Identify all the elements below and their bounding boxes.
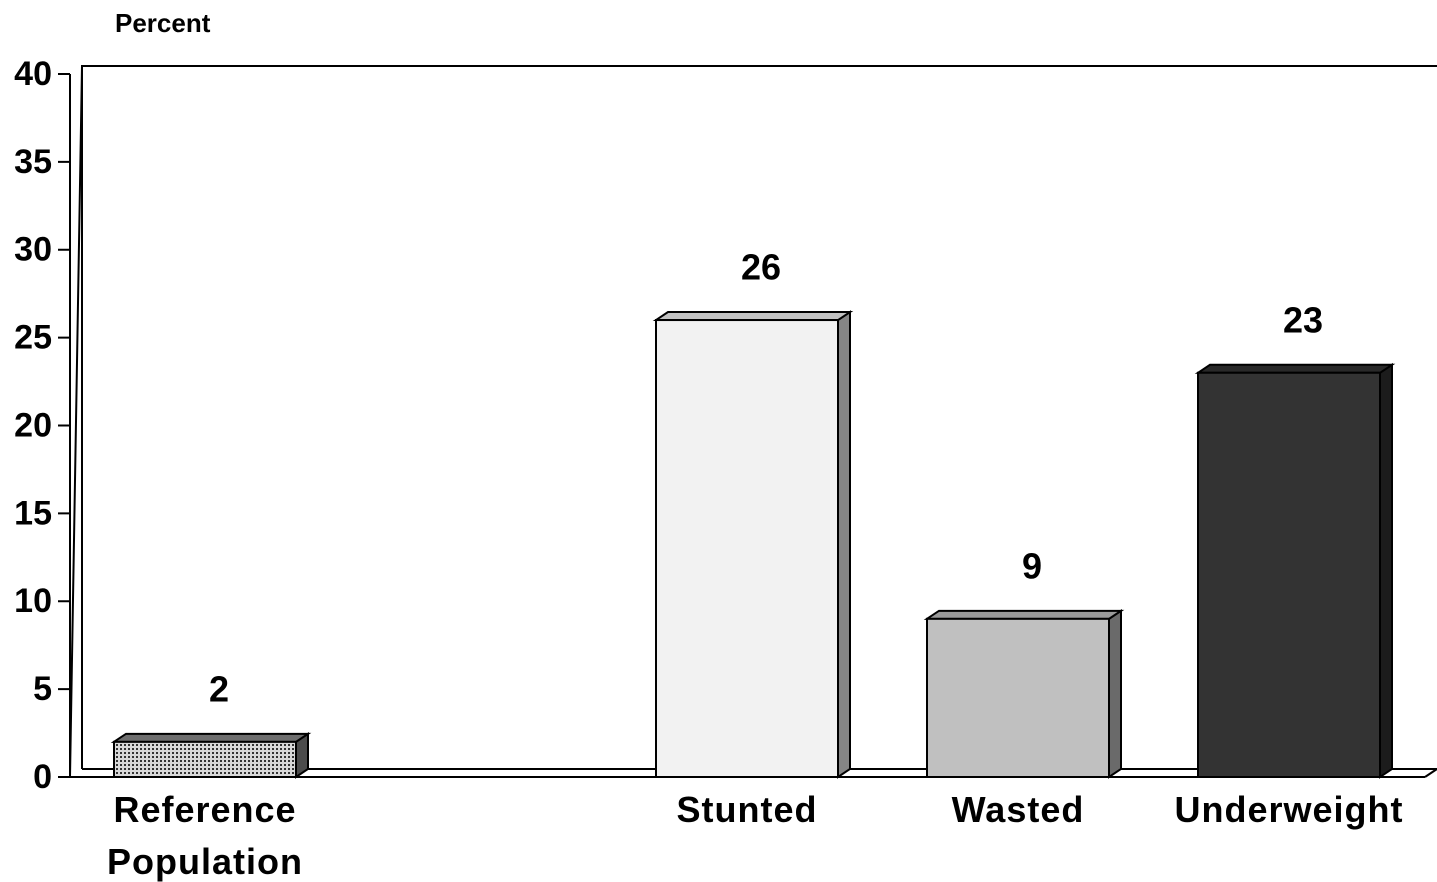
bar-side [1108, 608, 1122, 779]
y-tick-label: 15 [14, 494, 52, 532]
value-label: 23 [1283, 299, 1323, 340]
bar-top [923, 609, 1125, 620]
y-tick-label: 10 [14, 582, 52, 620]
y-tick-label: 20 [14, 406, 52, 444]
x-tick-label: Stunted [676, 789, 818, 830]
value-label: 2 [209, 668, 229, 709]
bar-top [652, 311, 854, 322]
bar [655, 319, 839, 778]
y-tick-label: 40 [14, 55, 52, 93]
y-tick-label: 0 [33, 758, 52, 796]
x-tick-label: Wasted [951, 789, 1085, 830]
bar [1197, 371, 1381, 778]
bar [113, 740, 297, 778]
value-label: 26 [741, 247, 781, 288]
y-tick-label: 5 [33, 670, 52, 708]
y-axis-label: Percent [115, 8, 211, 38]
x-tick-label: Reference Population [107, 789, 303, 882]
bar-top [1194, 363, 1396, 374]
x-tick-label: Underweight [1174, 789, 1404, 830]
bar-side [1379, 362, 1393, 779]
y-tick-label: 25 [14, 319, 52, 357]
y-tick-label: 35 [14, 143, 52, 181]
bar [926, 617, 1110, 779]
value-label: 9 [1022, 545, 1042, 586]
floor-edge [1424, 768, 1437, 778]
y-tick-label: 30 [14, 231, 52, 269]
bar-side [837, 310, 851, 779]
bar-top [110, 732, 312, 743]
